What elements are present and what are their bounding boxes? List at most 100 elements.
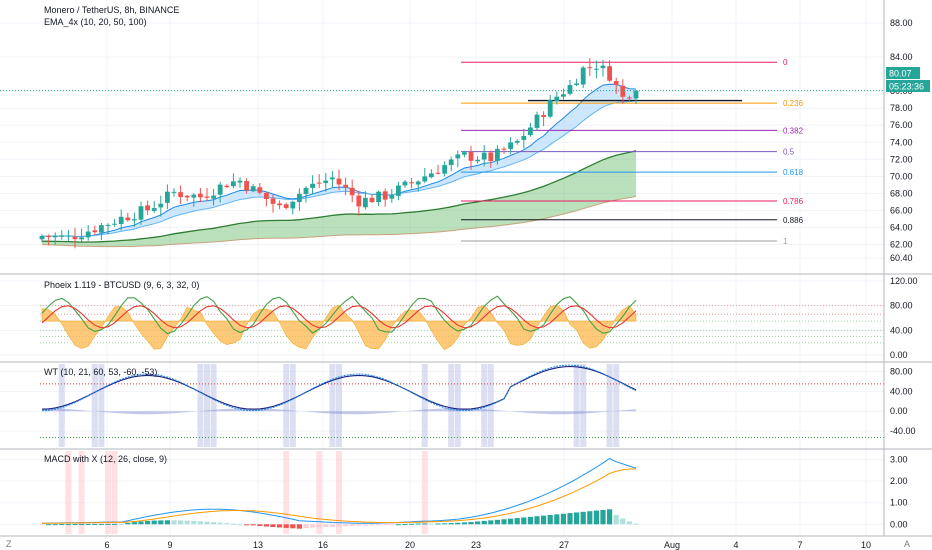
candle-body bbox=[264, 192, 269, 200]
macd-histogram-bar bbox=[560, 513, 566, 525]
macd-histogram-bar bbox=[461, 522, 467, 525]
timezone-corner-label[interactable]: Z bbox=[6, 539, 12, 549]
candle-body bbox=[561, 94, 566, 97]
candle-body bbox=[39, 236, 45, 240]
macd-histogram-bar bbox=[178, 520, 184, 525]
macd-histogram-bar bbox=[435, 523, 441, 525]
macd-histogram-bar bbox=[468, 521, 474, 525]
wt-axis-label: 0.00 bbox=[890, 406, 908, 416]
ema-indicator-label: EMA_4x (10, 20, 50, 100) bbox=[44, 17, 147, 27]
candle-body bbox=[415, 181, 421, 185]
macd-signal-band bbox=[65, 451, 72, 534]
wt-signal-band bbox=[421, 364, 428, 447]
macd-histogram-bar bbox=[191, 520, 197, 525]
wt-signal-band bbox=[487, 364, 494, 447]
macd-histogram-bar bbox=[230, 523, 236, 525]
macd-signal-band bbox=[283, 451, 290, 534]
macd-histogram-bar bbox=[257, 524, 263, 526]
phoenix-pane[interactable] bbox=[40, 295, 884, 351]
macd-signal-band bbox=[111, 451, 118, 534]
candle-body bbox=[455, 154, 461, 159]
candle-body bbox=[343, 184, 348, 188]
candle-body bbox=[79, 237, 84, 240]
phoenix-axis-label: 40.00 bbox=[890, 325, 913, 335]
candle-body bbox=[204, 196, 210, 198]
wt-signal-band bbox=[197, 364, 204, 447]
macd-histogram-bar bbox=[303, 524, 309, 529]
candle-body bbox=[389, 195, 395, 199]
macd-signal-band bbox=[336, 451, 342, 534]
macd-histogram-bar bbox=[131, 522, 137, 525]
wt-axis-label: -40.00 bbox=[890, 426, 916, 436]
macd-histogram-bar bbox=[402, 523, 408, 525]
macd-histogram-bar bbox=[514, 518, 520, 525]
macd-histogram-bar bbox=[422, 523, 428, 525]
macd-histogram-bar bbox=[501, 519, 507, 525]
wt-pane[interactable] bbox=[40, 364, 884, 447]
macd-histogram-bar bbox=[171, 520, 177, 525]
ema-50-line bbox=[41, 150, 637, 243]
candle-body bbox=[237, 180, 243, 183]
candle-body bbox=[85, 231, 91, 238]
phoenix-oscillator-area bbox=[41, 304, 637, 351]
time-axis[interactable]: 6 9 13 16 20 23 27 Aug 4 7 10 bbox=[104, 540, 871, 550]
candle-body bbox=[481, 152, 487, 160]
candle-body bbox=[171, 191, 177, 193]
candle-body bbox=[409, 182, 414, 184]
price-axis-label: 84.00 bbox=[890, 52, 913, 62]
candle-body bbox=[613, 81, 619, 85]
macd-histogram-bar bbox=[481, 520, 487, 525]
candle-body bbox=[600, 65, 606, 69]
candle-body bbox=[250, 186, 256, 192]
macd-line bbox=[41, 457, 637, 524]
price-axis-label: 88.00 bbox=[890, 18, 913, 28]
candle-body bbox=[435, 172, 441, 174]
price-axis-label: 76.00 bbox=[890, 120, 913, 130]
macd-histogram-bar bbox=[587, 511, 593, 525]
phoenix-axis-label: 120.00 bbox=[890, 276, 918, 286]
countdown-tag bbox=[886, 80, 930, 92]
candle-body bbox=[369, 197, 375, 203]
candle-body bbox=[257, 187, 263, 193]
macd-histogram-bar bbox=[534, 516, 540, 525]
candle-body bbox=[303, 187, 309, 195]
candle-body bbox=[191, 194, 197, 198]
candle-body bbox=[501, 148, 507, 150]
horizontal-gridlines bbox=[0, 22, 884, 525]
macd-histogram-bar bbox=[409, 523, 415, 525]
candle-body bbox=[376, 191, 381, 203]
candle-body bbox=[495, 148, 500, 161]
macd-histogram-bar bbox=[389, 524, 395, 526]
fib-level-label: 0.5 bbox=[783, 148, 795, 157]
candle-body bbox=[448, 159, 454, 166]
price-pane[interactable]: 0 0.236 0.382 0.5 0.618 0.786 0.886 1 bbox=[0, 58, 884, 249]
wt-signal-band bbox=[283, 364, 290, 447]
candle-body bbox=[574, 83, 579, 86]
fib-level-label: 0 bbox=[783, 58, 788, 67]
auto-scale-corner-label[interactable]: A bbox=[904, 539, 910, 549]
wt-line-1 bbox=[41, 365, 637, 410]
macd-histogram-bar bbox=[574, 512, 580, 525]
candle-body bbox=[547, 100, 553, 117]
macd-histogram-bar bbox=[197, 521, 203, 525]
ema-cloud-slow bbox=[42, 150, 636, 247]
macd-signal-band bbox=[105, 451, 111, 534]
candle-body bbox=[66, 235, 71, 237]
macd-pane[interactable] bbox=[39, 451, 639, 534]
wt-signal-band bbox=[329, 364, 336, 447]
candle-body bbox=[356, 195, 362, 207]
wt-signal-band bbox=[91, 364, 98, 447]
candle-body bbox=[508, 142, 513, 150]
macd-histogram-bar bbox=[211, 522, 217, 525]
candle-body bbox=[145, 205, 150, 211]
macd-histogram-bar bbox=[567, 513, 573, 525]
macd-histogram-bar bbox=[112, 523, 118, 525]
macd-histogram-bar bbox=[98, 523, 104, 525]
fib-level-label: 0.886 bbox=[783, 216, 804, 225]
macd-histogram-bar bbox=[310, 524, 316, 528]
symbol-title: Monero / TetherUS, 8h, BINANCE bbox=[44, 5, 179, 15]
wt-signal-band bbox=[98, 364, 105, 447]
macd-histogram-bar bbox=[118, 524, 124, 526]
candle-body bbox=[323, 180, 329, 184]
